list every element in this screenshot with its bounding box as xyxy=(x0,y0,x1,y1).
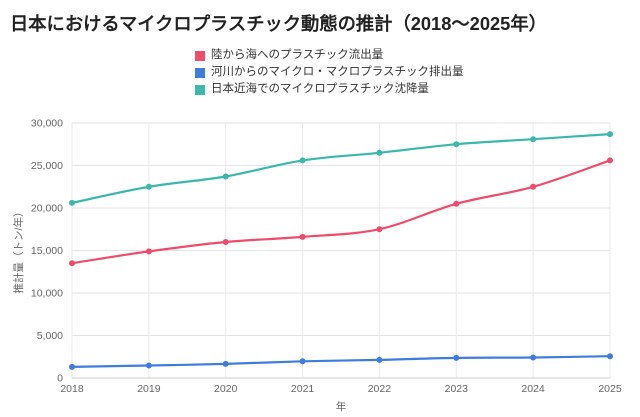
svg-text:2021: 2021 xyxy=(291,383,315,395)
svg-text:10,000: 10,000 xyxy=(31,288,63,300)
svg-text:25,000: 25,000 xyxy=(31,160,63,172)
svg-text:30,000: 30,000 xyxy=(31,118,63,130)
svg-text:2020: 2020 xyxy=(214,383,238,395)
svg-text:2025: 2025 xyxy=(598,383,622,395)
svg-text:推計量（トン/年）: 推計量（トン/年） xyxy=(12,207,25,294)
svg-text:2022: 2022 xyxy=(368,383,392,395)
svg-text:2019: 2019 xyxy=(137,383,161,395)
svg-text:20,000: 20,000 xyxy=(31,203,63,215)
svg-text:2023: 2023 xyxy=(445,383,469,395)
svg-text:15,000: 15,000 xyxy=(31,245,63,257)
svg-text:年: 年 xyxy=(336,400,347,413)
svg-text:2024: 2024 xyxy=(521,383,545,395)
svg-text:2018: 2018 xyxy=(60,383,84,395)
svg-text:5,000: 5,000 xyxy=(37,330,63,342)
